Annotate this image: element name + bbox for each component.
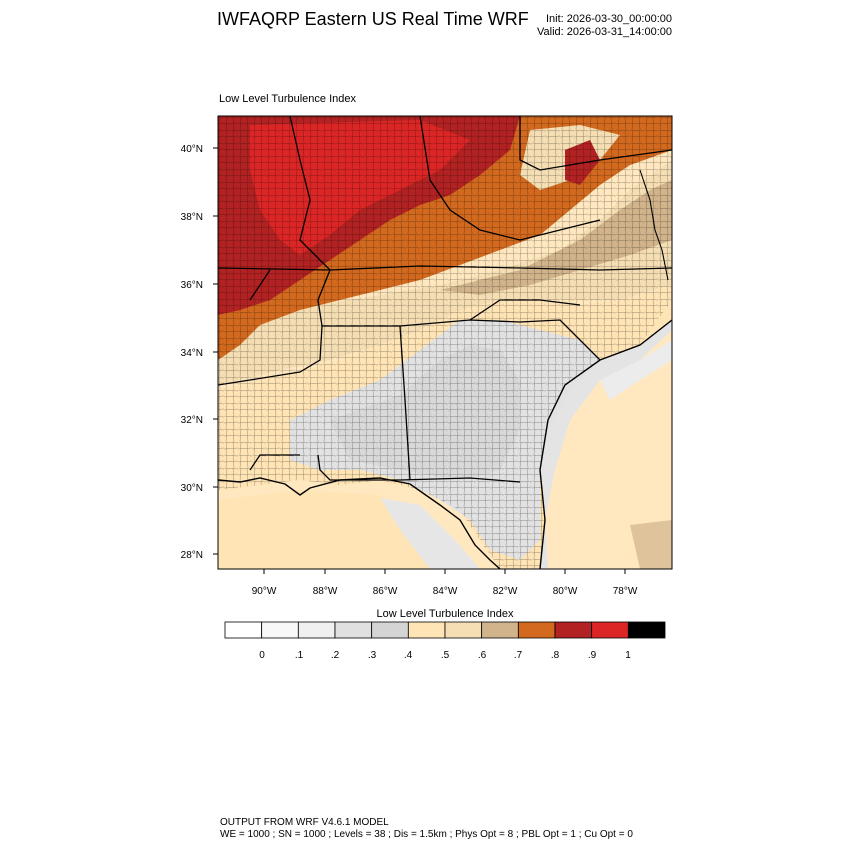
colorbar-swatch — [627, 621, 666, 639]
lon-label: 82°W — [493, 586, 518, 597]
state-borders — [218, 116, 672, 483]
colorbar-label: .1 — [295, 650, 304, 661]
colorbar — [224, 621, 666, 639]
colorbar-swatch — [371, 621, 409, 639]
axis-ticks — [213, 147, 626, 574]
lon-label: 86°W — [373, 586, 398, 597]
colorbar-label: .2 — [331, 650, 340, 661]
colorbar-title: Low Level Turbulence Index — [376, 608, 514, 620]
lat-label: 36°N — [181, 280, 203, 291]
colorbar-label: .9 — [588, 650, 597, 661]
colorbar-label: .6 — [478, 650, 487, 661]
colorbar-swatch — [517, 621, 556, 639]
valid-time: Valid: 2026-03-31_14:00:00 — [537, 26, 672, 38]
atlantic-shelf-2 — [600, 340, 672, 400]
colorbar-swatch — [261, 621, 299, 639]
lat-label: 34°N — [181, 348, 203, 359]
colorbar-swatch — [334, 621, 373, 639]
colorbar-label: .4 — [404, 650, 413, 661]
county-lines — [218, 116, 672, 569]
lat-label: 32°N — [181, 415, 203, 426]
lon-label: 80°W — [553, 586, 578, 597]
gulf-shelf — [380, 498, 480, 569]
map-field — [218, 116, 672, 569]
colorbar-labels: 0 .1 .2 .3 .4 .5 .6 .7 .8 .9 1 — [259, 650, 631, 661]
colorbar-swatch — [224, 621, 263, 639]
colorbar-label: 1 — [625, 650, 631, 661]
lat-label: 40°N — [181, 144, 203, 155]
atlantic-coastline — [539, 319, 672, 569]
footer-model-line: OUTPUT FROM WRF V4.6.1 MODEL — [220, 817, 389, 828]
init-time: Init: 2026-03-30_00:00:00 — [546, 13, 672, 25]
colorbar-swatch — [407, 621, 446, 639]
ocean-patch — [630, 520, 672, 569]
lat-label: 38°N — [181, 212, 203, 223]
colorbar-swatch — [481, 621, 519, 639]
colorbar-label: .3 — [368, 650, 377, 661]
footer-config-line: WE = 1000 ; SN = 1000 ; Levels = 38 ; Di… — [220, 829, 633, 840]
lat-label: 28°N — [181, 550, 203, 561]
lon-label: 78°W — [613, 586, 638, 597]
colorbar-swatch — [297, 621, 336, 639]
colorbar-swatch — [554, 621, 593, 639]
colorbar-swatch — [444, 621, 483, 639]
lon-label: 88°W — [313, 586, 338, 597]
colorbar-label: .5 — [441, 650, 450, 661]
lon-label: 84°W — [433, 586, 458, 597]
chart-title: IWFAQRP Eastern US Real Time WRF — [217, 9, 529, 29]
gulf-region — [218, 490, 470, 569]
gulf-coastline — [218, 477, 501, 569]
chesapeake-coastline — [639, 169, 669, 281]
colorbar-label: .8 — [551, 650, 560, 661]
colorbar-swatch — [591, 621, 629, 639]
lat-label: 30°N — [181, 483, 203, 494]
colorbar-label: .7 — [514, 650, 523, 661]
panel-title: Low Level Turbulence Index — [219, 93, 356, 105]
lon-label: 90°W — [252, 586, 277, 597]
colorbar-label: 0 — [259, 650, 265, 661]
